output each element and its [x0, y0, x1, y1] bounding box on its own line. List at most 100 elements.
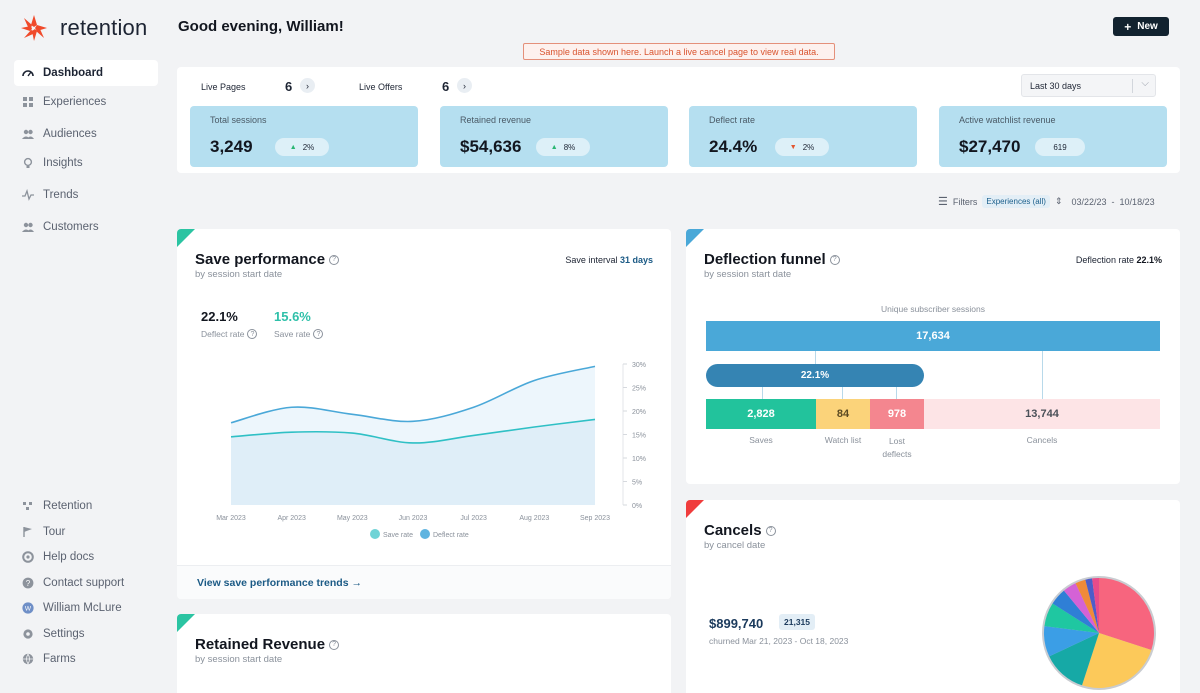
dashboard-icon [22, 67, 34, 79]
funnel-connector [1042, 351, 1043, 399]
sidebar-item-customers[interactable]: Customers [14, 214, 158, 240]
sidebar-item-label: Farms [43, 653, 76, 665]
stat-card-total-sessions[interactable]: Total sessions 3,249 ▲ 2% [190, 106, 418, 167]
stat-card-deflect-rate[interactable]: Deflect rate 24.4% ▼ 2% [689, 106, 917, 167]
audiences-icon [22, 128, 34, 140]
stat-label: Total sessions [210, 115, 267, 125]
date-separator: - [1111, 196, 1115, 207]
stat-card-active-watchlist-revenue[interactable]: Active watchlist revenue $27,470 619 [939, 106, 1167, 167]
funnel-total-bar[interactable]: 17,634 [706, 321, 1160, 351]
sidebar-item-audiences[interactable]: Audiences [14, 121, 158, 147]
y-tick-label: 20% [632, 409, 646, 416]
sample-data-banner[interactable]: Sample data shown here. Launch a live ca… [523, 43, 835, 60]
pie-slice[interactable] [1085, 578, 1099, 633]
save-interval[interactable]: Save interval 31 days [565, 255, 653, 265]
new-button-label: New [1137, 21, 1158, 32]
experiences-icon [22, 96, 34, 108]
cancels-count-badge: 21,315 [779, 614, 815, 630]
retained-revenue-title-text: Retained Revenue [195, 636, 326, 653]
funnel-watchlist-bar[interactable]: 84 [816, 399, 870, 429]
pie-slice[interactable] [1044, 603, 1099, 633]
y-tick-label: 0% [632, 503, 642, 510]
experiences-filter[interactable]: Experiences (all) [982, 195, 1050, 208]
funnel-connector [762, 387, 763, 399]
trend-down-icon: ▼ [789, 143, 797, 151]
deflection-funnel-card: Deflection funnel ? by session start dat… [686, 229, 1180, 484]
pie-slice[interactable] [1092, 578, 1099, 633]
date-range-select[interactable]: Last 30 days ⌵ [1021, 74, 1156, 97]
cancels-amount: $899,740 [709, 616, 764, 631]
help-icon[interactable]: ? [329, 639, 340, 650]
stat-value: $27,470 [959, 137, 1021, 156]
filters-label[interactable]: Filters [952, 196, 978, 207]
y-tick-label: 5% [632, 480, 642, 487]
retained-revenue-title: Retained Revenue ? [195, 636, 340, 653]
deflection-rate-value: 22.1% [1136, 255, 1162, 265]
sidebar-item-contact-support[interactable]: ? Contact support [14, 570, 158, 596]
save-performance-chart: 0% 5% 10% 15% 20% 25% 30% Mar 2023 Apr 2023 May 2… [216, 362, 646, 539]
funnel-lost-bar[interactable]: 978 [870, 399, 924, 429]
help-icon[interactable]: ? [829, 254, 840, 265]
brand-logo[interactable]: retention [20, 14, 147, 42]
pie-slice[interactable] [1049, 633, 1099, 686]
sidebar-item-trends[interactable]: Trends [14, 182, 158, 208]
filter-icon[interactable]: ☰ [938, 196, 948, 208]
new-button[interactable]: + New [1113, 17, 1169, 36]
stat-card-retained-revenue[interactable]: Retained revenue $54,636 ▲ 8% [440, 106, 668, 167]
deflection-funnel-title: Deflection funnel ? [704, 251, 840, 268]
help-icon[interactable]: ? [765, 525, 776, 536]
deflect-rate-label-text: Deflect rate [201, 329, 245, 339]
sort-icon[interactable]: ⇕ [1054, 196, 1063, 206]
sidebar-item-label: Retention [43, 500, 93, 512]
save-interval-value: 31 days [619, 255, 653, 265]
question-icon: ? [22, 577, 34, 589]
retention-icon [22, 500, 34, 512]
date-from[interactable]: 03/22/23 [1071, 196, 1107, 207]
sidebar-item-insights[interactable]: Insights [14, 150, 158, 176]
filters-bar: ☰ Filters Experiences (all) ⇕ 03/22/23 -… [938, 195, 1155, 208]
trend-up-icon: ▲ [289, 143, 297, 151]
sidebar-item-tour[interactable]: Tour [14, 519, 158, 545]
x-tick-label: May 2023 [337, 515, 368, 522]
sidebar-item-experiences[interactable]: Experiences [14, 89, 158, 115]
insights-icon [22, 157, 34, 169]
x-tick-label: Aug 2023 [519, 515, 549, 522]
cancels-title: Cancels ? [704, 522, 776, 539]
save-interval-label: Save interval [565, 255, 618, 265]
funnel-cancels-bar[interactable]: 13,744 [924, 399, 1160, 429]
pie-slice[interactable] [1075, 579, 1099, 633]
series-area-save-rate [231, 419, 595, 505]
sidebar-item-farms[interactable]: Farms [14, 646, 158, 672]
cancels-range: churned Mar 21, 2023 - Oct 18, 2023 [709, 636, 849, 646]
date-to[interactable]: 10/18/23 [1119, 196, 1155, 207]
card-corner-accent [686, 229, 704, 247]
funnel-header: Unique subscriber sessions [881, 304, 985, 314]
pie-slice[interactable] [1052, 590, 1099, 633]
stat-label: Active watchlist revenue [959, 115, 1056, 125]
help-icon[interactable]: ? [247, 329, 258, 339]
sidebar-item-william-mclure[interactable]: W William McLure [14, 595, 158, 621]
sidebar-item-dashboard[interactable]: Dashboard [14, 60, 158, 86]
deflection-funnel-subtitle: by session start date [704, 269, 792, 280]
sidebar-item-help-docs[interactable]: Help docs [14, 544, 158, 570]
funnel-deflect-bar[interactable]: 22.1% [706, 364, 924, 387]
svg-text:W: W [25, 606, 32, 613]
pie-slice[interactable] [1082, 633, 1152, 688]
live-offers-chevron-icon[interactable]: › [457, 78, 472, 93]
funnel-watchlist-label: Watch list [824, 435, 862, 445]
live-pages-chevron-icon[interactable]: › [300, 78, 315, 93]
pie-slice[interactable] [1044, 626, 1099, 657]
x-tick-label: Mar 2023 [216, 515, 246, 522]
help-icon[interactable]: ? [329, 254, 340, 265]
pie-slice[interactable] [1099, 578, 1154, 650]
stats-panel: Live Pages 6 › Live Offers 6 › Last 30 d… [177, 67, 1180, 173]
y-tick-label: 10% [632, 456, 646, 463]
pie-slice[interactable] [1063, 583, 1099, 633]
sidebar-item-settings[interactable]: Settings [14, 621, 158, 647]
help-icon[interactable]: ? [313, 329, 324, 339]
view-save-performance-trends-link[interactable]: View save performance trends → [177, 565, 671, 599]
x-tick-label: Sep 2023 [580, 515, 610, 522]
funnel-saves-bar[interactable]: 2,828 [706, 399, 816, 429]
stat-value: 24.4% [709, 137, 758, 156]
sidebar-item-retention[interactable]: Retention [14, 493, 158, 519]
